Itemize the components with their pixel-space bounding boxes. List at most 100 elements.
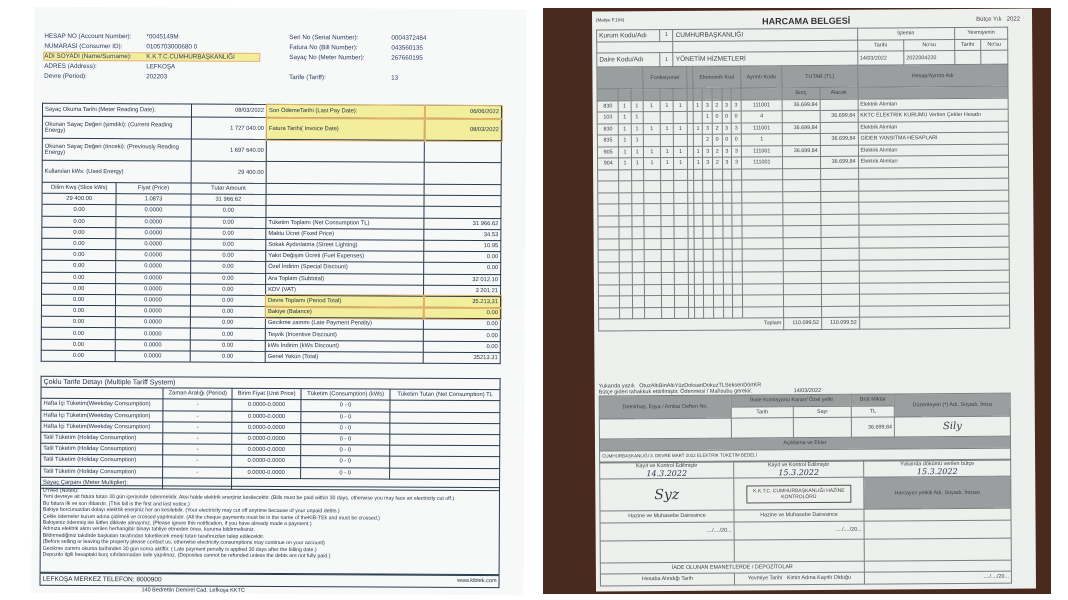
- slice-cell: 31 966.62: [215, 196, 242, 204]
- explanation-label: Açıklama ve Ekler: [783, 440, 827, 447]
- header-field: ADI SOYADI (Name/Surname): K.K.T.C.CUMHUR…: [43, 51, 261, 63]
- multi-cell: Hafta İçi Tüketim(Weekday Consumption): [43, 423, 151, 431]
- header-field: NUMARASI (Consumer ID): 0105703000680 0: [44, 43, 244, 51]
- slice-cell: 0.00: [222, 252, 234, 259]
- voucher-cell: 36.699,84: [793, 124, 818, 131]
- slice-cell: 29 400.00: [66, 196, 93, 203]
- voucher-cell: 111001: [752, 102, 771, 109]
- voucher-cell: 3: [734, 125, 738, 132]
- column-header: Birim Fiyat (Unit Price): [237, 391, 296, 398]
- slice-cell: 0.00: [222, 275, 234, 282]
- voucher-cell: 103: [603, 114, 613, 121]
- gross-amount: 36.699,84: [867, 423, 892, 431]
- voucher-cell: 3: [706, 159, 710, 166]
- blank-date: ..../..../20...: [836, 526, 862, 533]
- header-field: Seri No (Serial Number): 0004372484: [289, 34, 426, 42]
- slice-cell: 0.00: [72, 330, 85, 337]
- op-date: 14/03/2022: [859, 54, 887, 62]
- multi-cell: 0 - 0: [339, 402, 352, 409]
- date-value: 08/03/2022: [469, 126, 499, 133]
- bill-header: HESAP NO (Account Number): *0045149M NUMAR…: [35, 7, 527, 82]
- multi-cell: 0 - 0: [339, 458, 352, 465]
- field-label: NUMARASI (Consumer ID):: [44, 42, 123, 51]
- tutar-header: TUTAR (TL): [805, 73, 835, 80]
- func-header: Fonksiyonel: [650, 74, 680, 81]
- sayi: Sayı: [816, 408, 828, 415]
- slice-cell: 0.00: [73, 274, 85, 281]
- slice-cell: 0.00: [72, 319, 85, 326]
- multi-cell: 0 - 0: [339, 469, 352, 476]
- hesap-header: Hesap/Ayrıntı Adı: [911, 72, 954, 79]
- date-value: 06/06/2022: [469, 108, 500, 116]
- tl: TL: [869, 408, 877, 415]
- date-1: 14.3.2022: [646, 468, 688, 479]
- account-name: Elektrik Alımları: [860, 124, 898, 131]
- voucher-cell: 1: [696, 125, 700, 132]
- voucher-cell: 1: [623, 114, 627, 121]
- header-field: Tarife (Tariff): 13: [289, 74, 398, 82]
- header-field: HESAP NO (Account Number): *0045149M: [44, 33, 244, 41]
- voucher-bottom: Yukarıda yazılı OtuzAltıBinAltıYüzDoksan…: [599, 375, 1012, 586]
- total-label: Maktu Ücret (Fixed Price): [268, 230, 335, 238]
- multi-cell: -: [196, 469, 199, 476]
- total-value: 0.00: [486, 321, 498, 328]
- approval-table: Demirbaş, Eşya / Ambar Defteri No. İhale …: [599, 393, 1011, 463]
- signature-table: Kayıt ve Kontrol Edilmiştir 14.3.2022 Kayı…: [599, 460, 1012, 586]
- multi-cell: 0.0000-0.0000: [247, 435, 286, 443]
- total-value: 35213.31: [473, 354, 498, 362]
- slice-cell: 0.0000: [143, 342, 162, 349]
- voucher-cell: 0: [715, 113, 719, 120]
- inventory-label: Demirbaş, Eşya / Ambar Defteri No.: [622, 403, 708, 411]
- field-label: Devre (Period):: [44, 72, 87, 80]
- multi-cell: Tatil Tüketim (Holiday Consumption): [43, 457, 137, 464]
- multi-cell: 0.0000-0.0000: [247, 424, 286, 431]
- voucher-cell: 2: [715, 125, 719, 132]
- voucher-cell: 36.699,84: [831, 112, 856, 120]
- total-label: KDV (VAT): [268, 286, 296, 293]
- voucher-cell: 3: [734, 159, 738, 166]
- header-field: ADRES (Address): LEFKOŞA: [44, 63, 244, 71]
- voucher-cell: 1: [623, 149, 627, 156]
- voucher-cell: 1: [696, 160, 700, 167]
- voucher-cell: 36.699,84: [793, 147, 818, 154]
- voucher-cell: 1: [650, 160, 654, 167]
- column-header: Fiyat (Price): [137, 185, 170, 192]
- slice-cell: 0.00: [222, 297, 234, 304]
- multi-cell: Tatil Tüketim (Holiday Consumption): [43, 445, 137, 453]
- voucher-cell: 3: [734, 148, 738, 155]
- phone: LEFKOŞA MERKEZ TELEFON: 8000900: [42, 575, 162, 584]
- explanation: CUMHURBAŞKANLIĞI 3. DEVRE MART 2022 ELEK…: [602, 452, 757, 459]
- voucher-cell: 111001: [753, 159, 771, 166]
- slice-cell: 0.00: [222, 320, 234, 327]
- voucher-table: Kurum Kodu/Adı 1 CUMHURBAŞKANLIĞI İşlemin Ye…: [596, 27, 1010, 331]
- voucher-cell: 0: [715, 136, 719, 143]
- total-label: Gecikme zammı (Late Payment Penalty): [267, 320, 372, 327]
- account-name: KKTC ELEKTRİK KURUMU Verilen Çekler Hesa…: [860, 112, 982, 119]
- voucher-cell: 1: [650, 148, 654, 155]
- date-label: Tarihi: [874, 42, 887, 49]
- institution-name: CUMHURBAŞKANLIĞI: [675, 31, 744, 39]
- field-value: 267660195: [391, 54, 423, 62]
- slice-cell: 0.0000: [144, 207, 163, 214]
- multi-cell: 0 - 0: [339, 425, 352, 432]
- budget-year-value: 2022: [1006, 16, 1021, 23]
- date-label: Son ÖdemeTarihi (Last Pay Date):: [269, 107, 358, 115]
- voucher-cell: 830: [603, 103, 613, 110]
- gross-label: Brüt Miktar: [859, 396, 886, 403]
- voucher-cell: 1: [665, 148, 669, 155]
- voucher-cell: 3: [724, 102, 729, 109]
- multi-cell: -: [196, 457, 199, 464]
- deposit-col: Kimin Adına Kayıtlı Olduğu: [786, 574, 852, 582]
- voucher-cell: 1: [679, 160, 683, 167]
- multiple-tariff-table: Çoklu Tarife Detayı (Multiple Tariff Sys…: [40, 376, 501, 491]
- slice-cell: 0.00: [222, 308, 234, 315]
- prepared-label: Düzenleyen (*) Adı, Soyadı, İmza: [912, 401, 992, 409]
- total-value: 0.00: [486, 265, 499, 272]
- column-header: Tutar Amount: [211, 185, 246, 192]
- total-label: Sokak Aydınlatma (Street Lighting): [268, 241, 358, 249]
- voucher-cell: 2: [715, 159, 719, 166]
- econ-header: Ekonomik Kod: [699, 74, 735, 81]
- column-header: Tüketim (Consumption) (kWs): [307, 391, 385, 398]
- slice-cell: 0.00: [72, 341, 85, 348]
- field-value: K.K.T.C.CUMHURBAŞKANLIĞI: [146, 53, 235, 61]
